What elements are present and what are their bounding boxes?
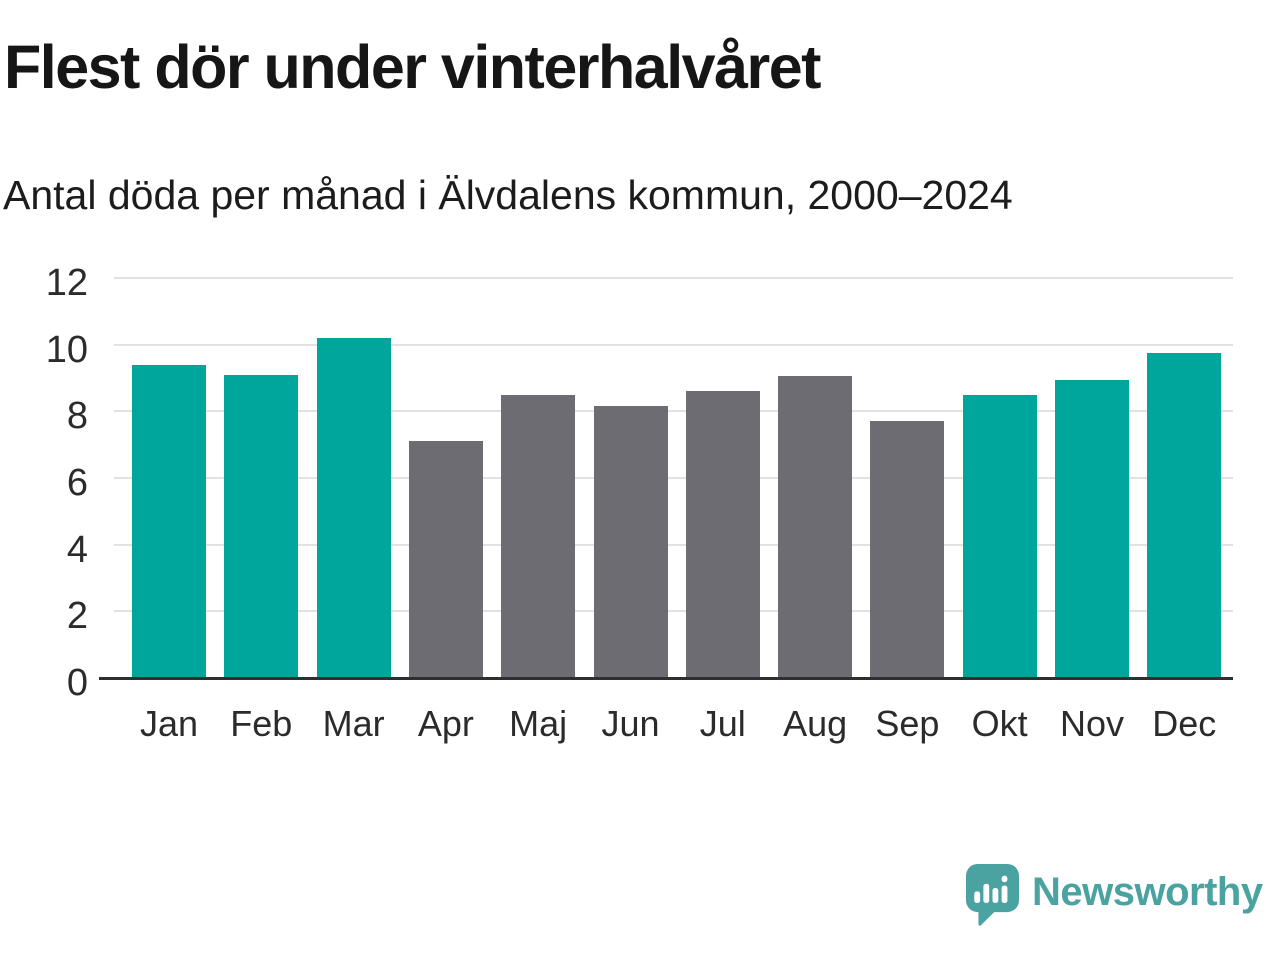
y-tick-label-2: 2 [66,595,88,638]
y-tick-label-8: 8 [66,395,88,438]
x-tick-label-mar: Mar [322,703,385,744]
gridline-6 [114,477,1233,479]
newsworthy-logo: Newsworthy [966,864,1272,934]
x-tick-label-jul: Jul [699,703,746,744]
x-tick-label-nov: Nov [1059,703,1125,744]
bar-aug [778,376,853,678]
x-tick-label-feb: Feb [230,703,293,744]
bar-nov [1055,379,1129,678]
x-tick-label-aug: Aug [783,703,848,744]
bar-sep [870,421,945,678]
bar-okt [962,394,1037,678]
gridline-10 [114,343,1233,346]
bar-jun [593,406,668,678]
gridline-12 [114,277,1233,279]
x-tick-label-apr: Apr [417,703,474,744]
y-tick-label-0: 0 [66,662,88,704]
y-tick-label-12: 12 [45,262,88,304]
x-tick-label-jun: Jun [601,703,660,744]
gridline-8 [114,410,1233,413]
x-tick-label-jan: Jan [139,703,199,744]
y-tick-label-4: 4 [66,528,88,571]
x-tick-label-maj: Maj [509,703,568,744]
bar-feb [224,374,299,678]
x-axis-line [99,677,1233,680]
bar-apr [408,441,483,678]
bar-jan [132,364,206,678]
x-tick-label-sep: Sep [875,703,940,744]
chart-subtitle: Antal döda per månad i Älvdalens kommun,… [3,172,1013,218]
y-tick-label-6: 6 [66,462,88,504]
newsworthy-wordmark: Newsworthy [1032,870,1263,914]
gridline-2 [114,610,1233,613]
y-tick-label-10: 10 [45,328,88,371]
bar-maj [501,394,576,678]
x-tick-label-dec: Dec [1152,703,1217,744]
x-tick-label-okt: Okt [971,703,1028,744]
bar-chart-speech-bubble-icon [966,864,1019,926]
bar-jul [685,391,760,678]
chart-title: Flest dör under vinterhalvåret [4,33,822,101]
bar-dec [1147,353,1222,678]
bar-mar [316,338,391,678]
gridline-4 [114,543,1233,546]
